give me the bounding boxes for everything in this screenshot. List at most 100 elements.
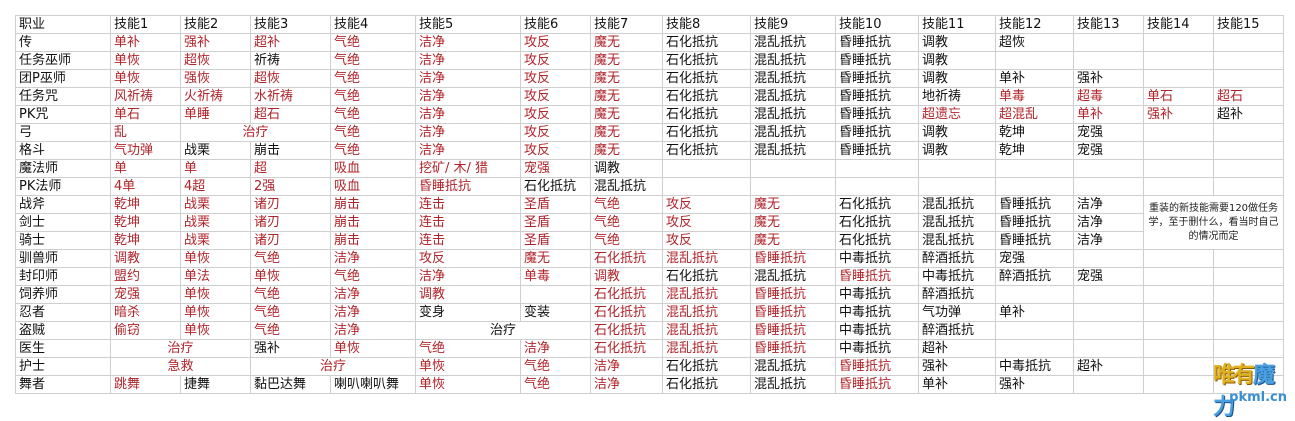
skill-cell: 魔无 xyxy=(590,123,663,142)
skill-cell: 暗杀 xyxy=(110,303,181,322)
skill-cell: 昏睡抵抗 xyxy=(995,231,1074,250)
skill-cell: 攻反 xyxy=(415,249,521,268)
job-cell: 饲养师 xyxy=(15,285,111,304)
job-cell: 护士 xyxy=(15,357,111,376)
skill-cell: 魔无 xyxy=(750,195,836,214)
skill-cell: 混乱抵抗 xyxy=(662,249,751,268)
skill-cell: 石化抵抗 xyxy=(662,87,751,106)
column-header: 技能8 xyxy=(662,15,751,34)
skill-cell: 治疗 xyxy=(180,123,331,142)
skill-cell: 单毒 xyxy=(995,87,1074,106)
skill-cell xyxy=(1213,123,1284,142)
skill-cell: 超 xyxy=(250,159,331,178)
column-header: 技能10 xyxy=(835,15,919,34)
skill-cell: 昏睡抵抗 xyxy=(835,69,919,88)
column-header: 技能9 xyxy=(750,15,836,34)
skill-cell: 气绝 xyxy=(590,195,663,214)
job-cell: 团P巫师 xyxy=(15,69,111,88)
skill-cell: 混乱抵抗 xyxy=(662,285,751,304)
skill-cell: 超补 xyxy=(250,33,331,52)
skill-cell: 昏睡抵抗 xyxy=(750,249,836,268)
logo-url: pkml.cn xyxy=(1229,390,1287,405)
skill-cell: 气绝 xyxy=(330,69,416,88)
column-header: 技能13 xyxy=(1073,15,1144,34)
skill-cell: 调教 xyxy=(590,267,663,286)
skill-cell: 单法 xyxy=(180,267,251,286)
skill-cell: 石化抵抗 xyxy=(662,51,751,70)
table-row: 医生 治疗 强补 单恢 气绝 洁净 石化抵抗 混乱抵抗 昏睡抵抗 中毒抵抗 超补 xyxy=(15,339,1284,358)
skill-cell: 战栗 xyxy=(180,213,251,232)
skill-cell: 气功弹 xyxy=(918,303,996,322)
table-row: 团P巫师 单恢 强恢 超恢 气绝 洁净 攻反 魔无 石化抵抗 混乱抵抗 昏睡抵抗 调教 单补 强补 xyxy=(15,69,1284,88)
skill-cell: 混乱抵抗 xyxy=(750,141,836,160)
skill-cell xyxy=(1143,159,1214,178)
skill-cell xyxy=(918,159,996,178)
job-cell: 战斧 xyxy=(15,195,111,214)
skill-cell: 昏睡抵抗 xyxy=(750,339,836,358)
skill-cell: 气绝 xyxy=(590,213,663,232)
skill-cell xyxy=(662,177,751,196)
skill-cell: 吸血 xyxy=(330,177,416,196)
skill-cell xyxy=(995,51,1074,70)
skill-cell xyxy=(1213,69,1284,88)
skill-cell: 洁净 xyxy=(590,375,663,394)
skill-cell: 气绝 xyxy=(415,339,521,358)
skill-cell: 2强 xyxy=(250,177,331,196)
skill-cell: 圣盾 xyxy=(520,195,591,214)
skill-cell xyxy=(1143,375,1214,394)
skill-cell xyxy=(995,177,1074,196)
skill-cell: 诸刃 xyxy=(250,213,331,232)
skill-cell: 混乱抵抗 xyxy=(662,321,751,340)
skill-cell xyxy=(1073,33,1144,52)
table-row: 驯兽师 调教 单恢 气绝 洁净 攻反 魔无 石化抵抗 混乱抵抗 昏睡抵抗 中毒抵抗 醉酒抵抗 宠强 xyxy=(15,249,1284,268)
skill-cell: 攻反 xyxy=(520,123,591,142)
skill-cell: 超石 xyxy=(1213,87,1284,106)
skill-cell: 单毒 xyxy=(520,267,591,286)
skill-cell: 混乱抵抗 xyxy=(918,213,996,232)
skill-cell: 石化抵抗 xyxy=(590,303,663,322)
skill-cell: 宠强 xyxy=(110,285,181,304)
skill-cell xyxy=(1143,69,1214,88)
skill-cell: 乾坤 xyxy=(110,195,181,214)
skill-cell: 气绝 xyxy=(250,303,331,322)
skill-cell: 单恢 xyxy=(180,249,251,268)
skill-cell: 变装 xyxy=(520,303,591,322)
skill-cell: 魔无 xyxy=(590,87,663,106)
skill-cell: 魔无 xyxy=(590,105,663,124)
table-row: 魔法师单单超吸血 挖矿/ 木/ 猎宠强 调教 xyxy=(15,159,1284,178)
job-cell: 传 xyxy=(15,33,111,52)
skill-cell: 攻反 xyxy=(662,213,751,232)
skill-cell: 单恢 xyxy=(180,303,251,322)
skill-cell: 吸血 xyxy=(330,159,416,178)
skill-cell: 昏睡抵抗 xyxy=(750,321,836,340)
skill-cell: 单补 xyxy=(995,69,1074,88)
skill-cell: 强补 xyxy=(1143,105,1214,124)
skill-cell: 洁净 xyxy=(415,51,521,70)
skill-cell: 魔无 xyxy=(520,249,591,268)
skill-cell: 石化抵抗 xyxy=(835,195,919,214)
skill-cell xyxy=(750,159,836,178)
skill-cell: 攻反 xyxy=(520,51,591,70)
skill-cell: 中毒抵抗 xyxy=(835,303,919,322)
skill-cell: 调教 xyxy=(918,33,996,52)
skill-cell xyxy=(1073,177,1144,196)
skill-cell: 强补 xyxy=(918,357,996,376)
skill-cell: 混乱抵抗 xyxy=(918,231,996,250)
skill-cell xyxy=(1143,303,1214,322)
column-header: 技能2 xyxy=(180,15,251,34)
skill-cell: 洁净 xyxy=(330,303,416,322)
logo-mark: 唯有魔力 xyxy=(1213,363,1275,420)
skill-cell: 祈祷 xyxy=(250,51,331,70)
table-row: 护士 急救 治疗 单恢 气绝 洁净 石化抵抗 混乱抵抗 昏睡抵抗 强补 中毒抵抗 超补 xyxy=(15,357,1284,376)
skill-cell: 洁净 xyxy=(415,33,521,52)
skill-cell: 石化抵抗 xyxy=(590,339,663,358)
skill-cell: 昏睡抵抗 xyxy=(750,285,836,304)
table-row: 封印师 盟约 单法 单恢 气绝 洁净 单毒 调教 石化抵抗 混乱抵抗 昏睡抵抗 中毒抵抗 醉酒抵抗 宠强 xyxy=(15,267,1284,286)
skill-cell: 超恢 xyxy=(250,69,331,88)
skill-cell: 乾坤 xyxy=(110,213,181,232)
skill-cell: 圣盾 xyxy=(520,231,591,250)
table-row: PK咒 单石 单睡 超石 气绝 洁净 攻反 魔无 石化抵抗 混乱抵抗 昏睡抵抗 超遗忘 超混乱 单补 强补超… xyxy=(15,105,1284,124)
skill-cell: 风祈祷 xyxy=(110,87,181,106)
skill-cell xyxy=(1143,321,1214,340)
skill-cell: 超石 xyxy=(250,105,331,124)
